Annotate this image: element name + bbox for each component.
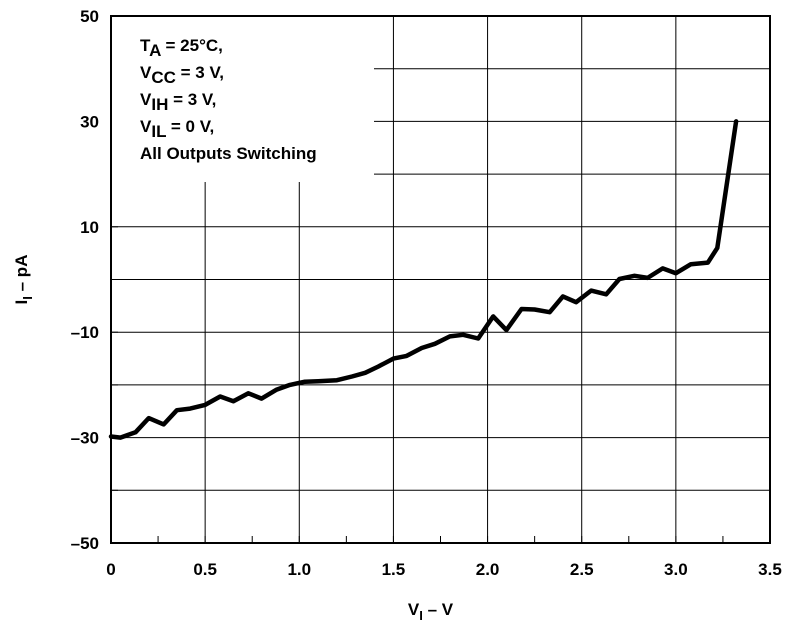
x-tick-label-2: 1.0: [287, 560, 311, 579]
series-line-0: [108, 119, 739, 440]
annotation-line-3-main: V: [140, 117, 152, 136]
y-tick-label-3: –10: [71, 323, 99, 342]
y-axis-label-unit: – pA: [12, 255, 31, 297]
y-axis-label-main: I: [12, 300, 31, 305]
annotation-line-4-main: All Outputs Switching: [140, 144, 317, 163]
annotation-line-1: VCC = 3 V,: [140, 63, 224, 87]
y-tick-label-4: –30: [71, 429, 99, 448]
annotation-line-1-rest: = 3 V,: [176, 63, 224, 82]
x-tick-label-6: 3.0: [664, 560, 688, 579]
annotation-line-3: VIL = 0 V,: [140, 117, 214, 141]
x-tick-label-7: 3.5: [758, 560, 782, 579]
y-tick-label-2: 10: [80, 218, 99, 237]
y-axis-label: II – pA: [12, 255, 35, 305]
x-axis-label-sub: I: [419, 608, 423, 623]
x-axis-label-unit: – V: [423, 600, 454, 619]
x-axis-label: VI – V: [408, 600, 454, 623]
annotation-line-0-sub: A: [149, 41, 161, 60]
x-tick-labels: 0 0.5 1.0 1.5 2.0 2.5 3.0 3.5: [106, 560, 782, 579]
annotation-line-3-sub: IL: [151, 122, 166, 141]
annotation-line-0-rest: = 25°C,: [161, 36, 223, 55]
annotation-line-4: All Outputs Switching: [140, 144, 317, 163]
annotation-line-0: TA = 25°C,: [140, 36, 223, 60]
series: [108, 119, 739, 440]
x-tick-label-1: 0.5: [193, 560, 217, 579]
annotation-line-1-sub: CC: [151, 68, 176, 87]
annotation-box: TA = 25°C,VCC = 3 V,VIH = 3 V,VIL = 0 V,…: [112, 17, 374, 182]
annotation-line-2-rest: = 3 V,: [168, 90, 216, 109]
annotation-line-1-main: V: [140, 63, 152, 82]
x-tick-label-5: 2.5: [570, 560, 594, 579]
annotation-line-2-sub: IH: [151, 95, 168, 114]
plot-frame: [110, 15, 771, 544]
y-tick-label-1: 30: [80, 112, 99, 131]
x-axis-label-main: V: [408, 600, 420, 619]
annotation-line-3-rest: = 0 V,: [166, 117, 214, 136]
x-tick-label-4: 2.0: [476, 560, 500, 579]
y-tick-label-0: 50: [80, 7, 99, 26]
x-tick-label-3: 1.5: [382, 560, 406, 579]
y-tick-labels: 50 30 10 –10 –30 –50: [71, 7, 99, 553]
annotation-background: [112, 17, 374, 182]
x-tick-label-0: 0: [106, 560, 115, 579]
annotation-line-2: VIH = 3 V,: [140, 90, 216, 114]
y-axis-label-sub: I: [20, 296, 35, 300]
y-tick-label-5: –50: [71, 534, 99, 553]
annotation-line-0-main: T: [140, 36, 151, 55]
annotation-line-2-main: V: [140, 90, 152, 109]
